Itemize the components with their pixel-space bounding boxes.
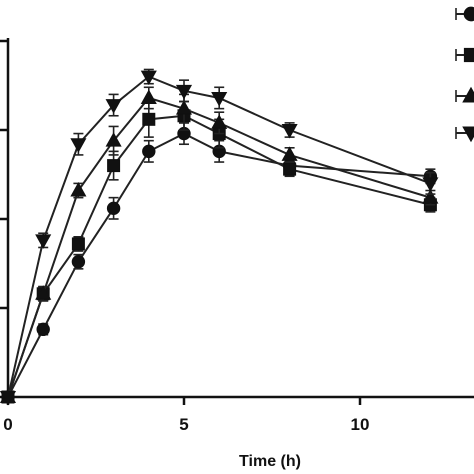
series-4 [0,68,439,406]
data-point-2-2 [71,237,85,251]
legend-entry-2 [455,47,474,63]
data-point-4-3 [105,99,122,114]
data-point-4-7 [281,124,298,139]
data-point-4-2 [70,138,87,153]
legend-marker-2 [463,47,474,63]
legend [455,6,474,143]
data-point-4-6 [211,91,228,107]
data-point-3-1 [35,285,52,300]
x-tick-label-0: 0 [3,415,12,434]
x-tick-label-1: 5 [179,415,188,434]
x-tick-label-2: 10 [351,415,370,434]
data-point-4-1 [35,234,52,249]
data-point-4-4 [140,70,157,86]
data-point-1-4 [142,144,156,159]
data-point-4-8 [422,177,439,192]
legend-marker-3 [462,86,474,103]
data-point-3-5 [175,100,193,115]
x-tick-labels: 0 5 10 [3,415,369,434]
series-2 [1,100,437,404]
series-line-1 [7,132,431,398]
data-point-1-2 [71,255,86,269]
legend-entry-3 [455,86,474,103]
series-layer [0,68,439,406]
data-point-4-5 [175,84,193,100]
data-point-2-7 [283,162,297,176]
x-axis-title: Time (h) [239,453,301,470]
legend-marker-1 [463,6,474,22]
data-point-1-3 [106,201,121,216]
series-1 [1,122,438,404]
legend-entry-4 [455,126,474,143]
axes [6,38,474,399]
legend-entry-1 [455,6,474,22]
data-point-3-7 [281,146,298,161]
data-point-3-4 [140,89,157,104]
data-point-3-8 [422,189,439,204]
data-point-1-1 [36,322,50,337]
legend-marker-4 [462,126,474,143]
data-point-3-2 [70,181,87,197]
data-point-2-3 [107,159,121,173]
data-point-3-3 [105,132,122,147]
series-3 [0,86,439,403]
data-point-3-6 [211,114,228,129]
data-point-2-4 [142,112,156,126]
data-point-4-0 [0,391,17,406]
